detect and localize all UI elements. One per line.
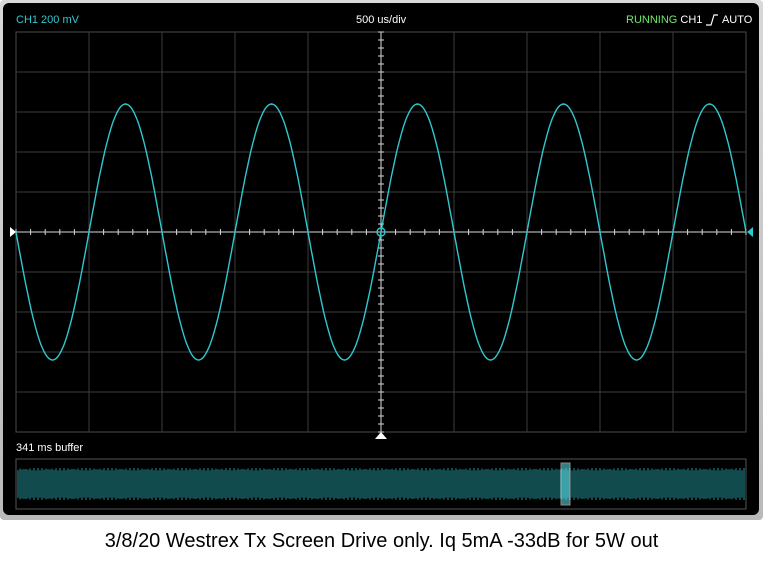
ch1-waveform-trace — [15, 103, 747, 361]
trigger-position-marker[interactable] — [375, 432, 387, 439]
trigger-status[interactable]: RUNNING CH1 AUTO — [626, 14, 752, 27]
rising-edge-icon — [706, 14, 719, 26]
buffer-label: 341 ms buffer — [16, 442, 84, 454]
ground-level-marker[interactable] — [10, 227, 16, 237]
buffer-waveform — [17, 468, 745, 500]
screenshot-caption: 3/8/20 Westrex Tx Screen Drive only. Iq … — [104, 530, 659, 552]
trigger-source-label[interactable]: CH1 — [680, 14, 703, 26]
timebase-label[interactable]: 500 us/div — [356, 14, 407, 26]
run-state-label[interactable]: RUNNING — [626, 14, 678, 26]
trigger-mode-label[interactable]: AUTO — [721, 14, 753, 26]
waveform-display[interactable] — [0, 0, 763, 520]
oscilloscope-window: CH1 200 mV 500 us/div RUNNING CH1 AUTO 3… — [0, 0, 763, 520]
channel-scale-label[interactable]: CH1 200 mV — [16, 14, 79, 26]
trigger-level-marker[interactable] — [747, 227, 753, 237]
buffer-view-window[interactable] — [560, 462, 571, 506]
trigger-point-marker — [376, 227, 386, 237]
